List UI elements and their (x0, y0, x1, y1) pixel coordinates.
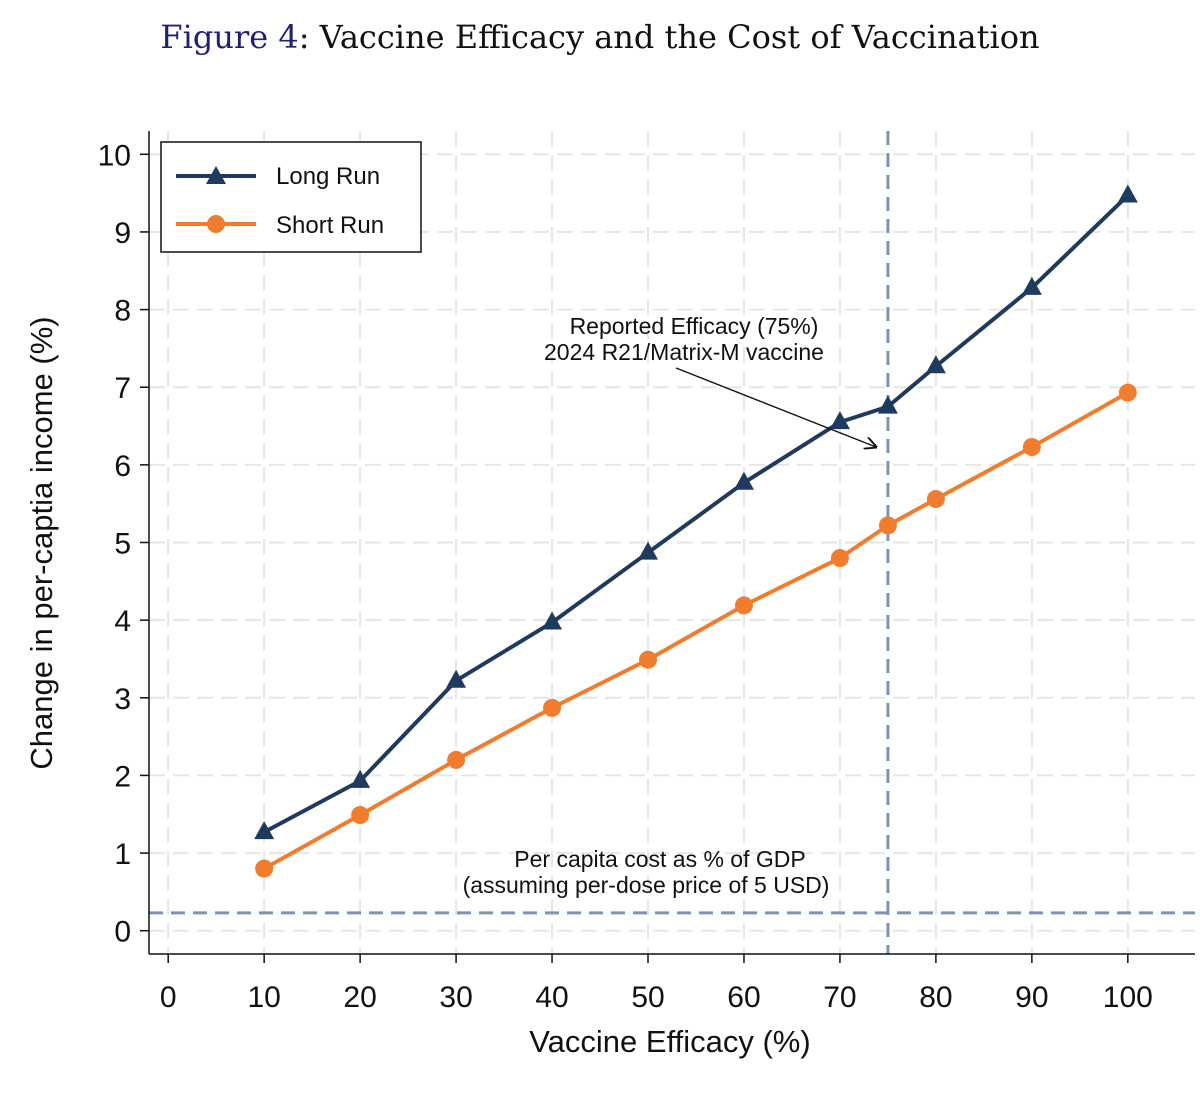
efficacy-annotation-line1: Reported Efficacy (75%) (570, 313, 819, 339)
short-run-point (447, 750, 466, 769)
short-run-point (639, 650, 658, 669)
long-run-point (733, 471, 754, 490)
y-tick-label: 3 (114, 683, 131, 716)
y-tick-label: 6 (114, 450, 131, 483)
cost-annotation-line1: Per capita cost as % of GDP (514, 846, 805, 872)
long-run-point (829, 411, 850, 430)
long-run-point (350, 769, 371, 788)
short-run-point (1118, 383, 1137, 402)
x-tick-label: 70 (823, 981, 856, 1014)
long-run-point (1021, 276, 1042, 295)
x-tick-label: 10 (247, 981, 280, 1014)
long-run-point (1117, 184, 1138, 203)
short-run-point (543, 698, 562, 717)
x-tick-label: 50 (631, 981, 664, 1014)
short-run-point (926, 490, 945, 509)
x-axis-title: Vaccine Efficacy (%) (529, 1024, 810, 1059)
efficacy-annotation-arrow (675, 367, 876, 447)
short-run-point (830, 549, 849, 568)
y-tick-label: 7 (114, 372, 131, 405)
cost-annotation-line2: (assuming per-dose price of 5 USD) (463, 872, 830, 898)
y-tick-label: 8 (114, 295, 131, 328)
y-tick-label: 9 (114, 217, 131, 250)
x-tick-label: 100 (1103, 981, 1153, 1014)
figure-number: Figure 4 (160, 18, 299, 56)
legend-short-run-marker (207, 215, 225, 233)
y-tick-label: 0 (114, 916, 131, 949)
short-run-point (1022, 438, 1041, 457)
x-tick-label: 40 (535, 981, 568, 1014)
short-run-point (878, 516, 897, 535)
short-run-point (734, 596, 753, 615)
legend: Long Run Short Run (160, 141, 422, 253)
y-tick-label: 2 (114, 760, 131, 793)
short-run-point (255, 859, 274, 878)
y-tick-label: 10 (98, 139, 131, 172)
short-run-point (351, 806, 370, 825)
long-run-point (877, 395, 898, 414)
long-run-point (638, 541, 659, 560)
long-run-point (446, 669, 467, 688)
grid (149, 131, 1195, 954)
legend-long-run-label: Long Run (276, 163, 380, 190)
figure-title-text: : Vaccine Efficacy and the Cost of Vacci… (298, 18, 1040, 56)
x-tick-label: 30 (439, 981, 472, 1014)
legend-box (160, 141, 422, 253)
efficacy-annotation-line2: 2024 R21/Matrix-M vaccine (544, 339, 824, 365)
series (254, 184, 1138, 878)
y-tick-label: 1 (114, 838, 131, 871)
long-run-point (925, 355, 946, 374)
x-tick-label: 0 (160, 981, 177, 1014)
y-tick-label: 4 (114, 605, 131, 638)
long-run-point (542, 611, 563, 630)
long-run-line (263, 194, 1130, 834)
y-tick-label: 5 (114, 528, 131, 561)
x-tick-label: 90 (1015, 981, 1048, 1014)
x-tick-label: 80 (919, 981, 952, 1014)
legend-short-run-label: Short Run (276, 212, 384, 239)
figure-title: Figure 4: Vaccine Efficacy and the Cost … (0, 18, 1200, 56)
x-tick-label: 20 (343, 981, 376, 1014)
x-tick-label: 60 (727, 981, 760, 1014)
long-run-point (254, 821, 275, 840)
reference-lines (149, 131, 1195, 954)
ticks: 0 10 20 30 40 50 60 70 80 90 100 0 1 2 3 4 5 6 7 8 9 10 (98, 139, 1153, 1014)
legend-long-run-marker (206, 166, 226, 184)
y-axis-title: Change in per-captia income (%) (24, 316, 59, 769)
